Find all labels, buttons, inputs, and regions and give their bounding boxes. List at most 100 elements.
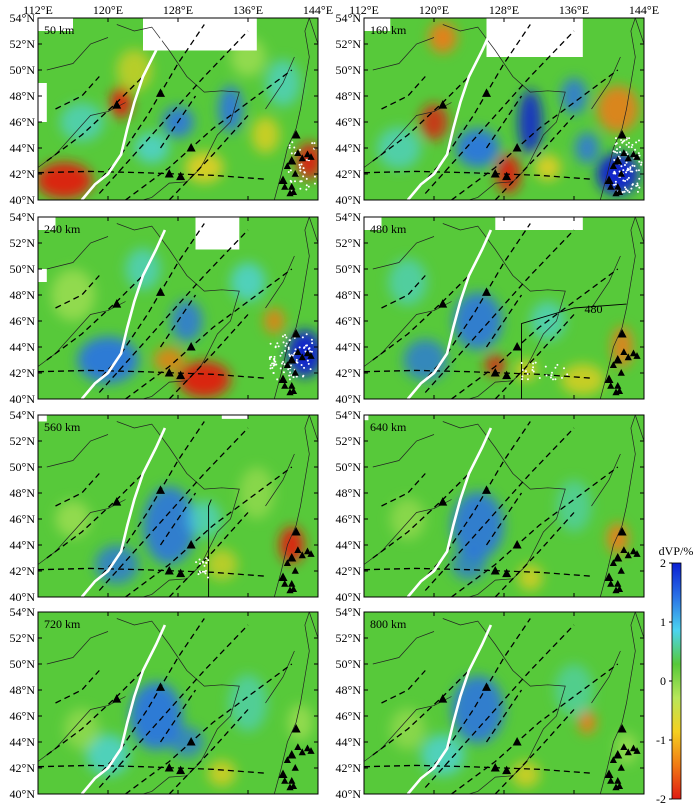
- no-data-mask: [38, 269, 47, 282]
- volcano-marker: [289, 782, 298, 789]
- seismicity-dot: [313, 182, 316, 185]
- boundary-line: [372, 37, 435, 71]
- volcano-marker: [617, 567, 625, 574]
- seismicity-dot: [274, 346, 277, 349]
- boundary-line: [372, 434, 435, 468]
- depth-label: 720 km: [44, 617, 81, 631]
- anomaly-blob: [390, 498, 426, 540]
- lat-tick-label: 46°N: [336, 709, 362, 723]
- panel-p800: 800 km 40°N 42°N 44°N 46°N 48°N 50°N 52°N 54°N: [336, 605, 645, 801]
- no-data-mask: [195, 217, 240, 250]
- lat-tick-label: 42°N: [10, 564, 36, 578]
- lat-tick-label: 54°N: [336, 210, 362, 224]
- slab-depth-contour: [521, 303, 627, 399]
- boundary-line: [634, 612, 644, 690]
- seismicity-dot: [305, 177, 308, 180]
- anomaly-blob: [388, 258, 427, 306]
- boundary-line: [38, 696, 126, 762]
- lat-tick-label: 40°N: [10, 590, 36, 604]
- boundary-line: [116, 223, 240, 368]
- seismicity-dot: [301, 336, 304, 339]
- volcano-marker: [156, 485, 165, 494]
- colorbar-tick-label: 0: [660, 674, 666, 688]
- boundary-line: [372, 236, 435, 270]
- anomaly-blob: [239, 467, 275, 519]
- anomaly-blob: [556, 480, 592, 532]
- lat-tick-label: 54°N: [10, 11, 36, 25]
- volcano-marker: [278, 175, 288, 184]
- seismicity-dot: [624, 180, 627, 183]
- volcano-marker: [307, 352, 315, 359]
- seismicity-dot: [624, 186, 627, 189]
- map-field: [364, 415, 644, 597]
- volcano-marker: [186, 737, 196, 746]
- lat-tick-label: 48°N: [10, 288, 36, 302]
- fault-line: [485, 689, 523, 743]
- volcano-marker: [633, 352, 641, 359]
- lat-tick-label: 52°N: [336, 236, 362, 250]
- lat-tick-label: 52°N: [336, 434, 362, 448]
- seismicity-dot: [630, 187, 633, 190]
- volcano-marker: [283, 559, 291, 566]
- volcano-marker: [164, 763, 174, 772]
- volcano-marker: [289, 188, 298, 195]
- seismicity-dot: [305, 333, 308, 336]
- lat-tick-label: 52°N: [10, 236, 36, 250]
- lat-tick-label: 40°N: [336, 590, 362, 604]
- boundary-line: [442, 24, 566, 169]
- seismicity-dot: [619, 146, 622, 149]
- lat-tick-label: 44°N: [336, 538, 362, 552]
- lat-tick-label: 46°N: [10, 314, 36, 328]
- volcano-marker: [624, 154, 632, 162]
- seismicity-dot: [205, 557, 208, 560]
- no-data-mask: [38, 83, 47, 122]
- seismicity-dot: [298, 163, 301, 166]
- seismicity-dot: [269, 342, 272, 345]
- lat-tick-label: 54°N: [10, 408, 36, 422]
- volcano-marker: [615, 585, 624, 592]
- seismicity-dot: [293, 180, 296, 183]
- fault-line: [485, 492, 523, 546]
- depth-label: 50 km: [44, 23, 75, 37]
- boundary-line: [621, 217, 636, 328]
- colorbar-tick-label: 1: [660, 615, 666, 629]
- volcano-marker: [176, 370, 186, 380]
- seismicity-dot: [521, 378, 524, 381]
- seismicity-dot: [305, 188, 308, 191]
- lat-tick-label: 40°N: [10, 193, 36, 207]
- volcano-marker: [614, 777, 622, 784]
- seismicity-dot: [631, 143, 634, 146]
- volcano-marker: [604, 769, 614, 778]
- seismicity-dot: [283, 363, 286, 366]
- seismicity-dot: [292, 376, 295, 379]
- volcano-marker: [614, 382, 622, 389]
- seismicity-dot: [201, 570, 204, 573]
- seismicity-dot: [625, 171, 628, 174]
- fault-line: [46, 275, 144, 361]
- volcano-marker: [512, 540, 522, 549]
- boundary-line: [442, 223, 566, 368]
- seismicity-dot: [306, 359, 309, 362]
- seismicity-dot: [304, 350, 307, 353]
- seismicity-dot: [628, 137, 631, 140]
- boundary-line: [295, 612, 310, 723]
- lat-tick-label: 48°N: [10, 486, 36, 500]
- seismicity-dot: [638, 186, 641, 189]
- seismicity-dot: [629, 167, 632, 170]
- seismicity-dot: [532, 370, 535, 373]
- seismicity-dot: [275, 363, 278, 366]
- boundary-line: [273, 327, 297, 399]
- lon-tick-label: 136°E: [559, 3, 589, 17]
- seismicity-dot: [289, 354, 292, 357]
- volcano-marker: [307, 747, 315, 754]
- volcano-marker: [502, 171, 512, 181]
- seismicity-dot: [201, 560, 204, 563]
- seismicity-dot: [295, 375, 298, 378]
- volcano-marker: [287, 355, 297, 364]
- seismicity-dot: [623, 163, 626, 166]
- lat-tick-label: 40°N: [10, 787, 36, 801]
- boundary-line: [442, 618, 566, 763]
- seismicity-dot: [284, 344, 287, 347]
- seismicity-dot: [303, 366, 306, 369]
- seismicity-dot: [626, 178, 629, 181]
